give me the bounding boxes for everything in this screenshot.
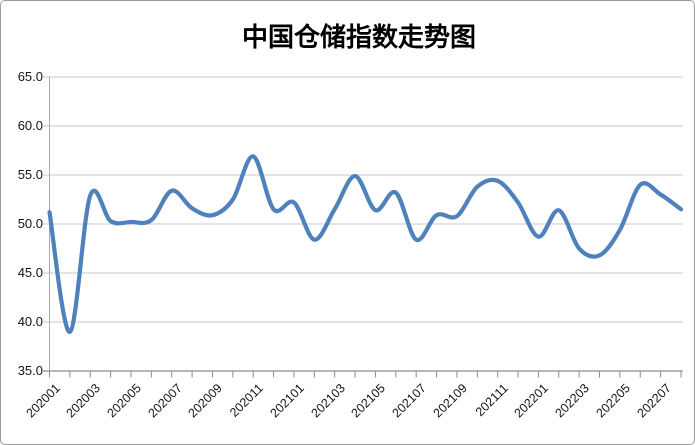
y-tick-label: 45.0: [17, 265, 43, 280]
index-series-line: [47, 154, 684, 334]
y-tick-label: 65.0: [17, 69, 43, 84]
chart-title: 中国仓储指数走势图: [241, 23, 477, 53]
y-tick-label: 60.0: [17, 118, 43, 133]
y-tick-label: 40.0: [17, 314, 43, 329]
y-tick-label: 35.0: [17, 363, 43, 378]
y-tick-label: 50.0: [17, 216, 43, 231]
y-tick-label: 55.0: [17, 167, 43, 182]
